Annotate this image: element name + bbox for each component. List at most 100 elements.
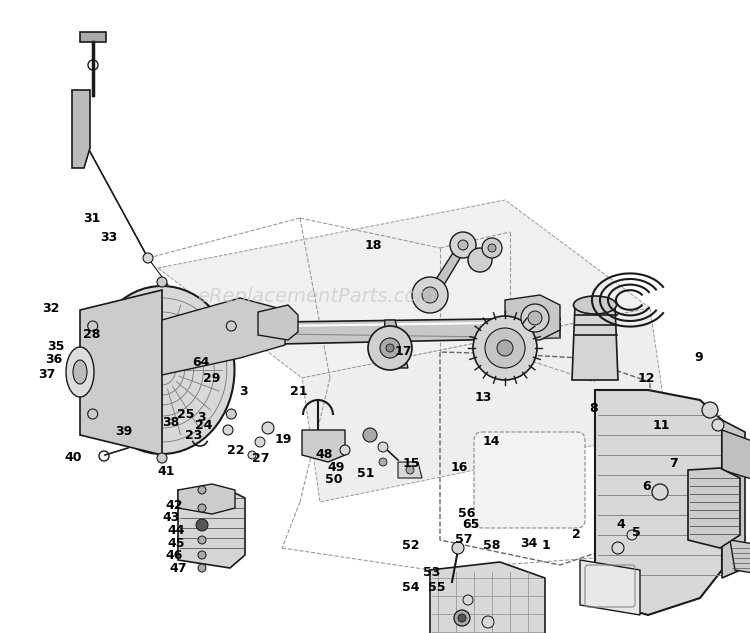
Text: eReplacementParts.com: eReplacementParts.com: [197, 287, 436, 306]
Text: 3: 3: [239, 385, 248, 398]
Text: 53: 53: [422, 567, 440, 579]
Circle shape: [488, 244, 496, 252]
Text: 56: 56: [458, 508, 476, 520]
Circle shape: [485, 328, 525, 368]
Text: 14: 14: [482, 436, 500, 448]
Circle shape: [379, 458, 387, 466]
Circle shape: [88, 321, 98, 331]
Text: 54: 54: [402, 581, 420, 594]
Text: 64: 64: [192, 356, 210, 368]
Text: 45: 45: [167, 537, 185, 549]
Text: 40: 40: [64, 451, 82, 463]
Circle shape: [378, 442, 388, 452]
Polygon shape: [580, 560, 640, 615]
Polygon shape: [80, 32, 106, 42]
Polygon shape: [505, 295, 560, 340]
Text: 34: 34: [520, 537, 538, 549]
Circle shape: [198, 551, 206, 559]
Ellipse shape: [574, 296, 616, 314]
Text: 7: 7: [669, 457, 678, 470]
Text: 31: 31: [82, 212, 100, 225]
Text: 5: 5: [632, 527, 640, 539]
Text: 27: 27: [252, 453, 270, 465]
Text: 41: 41: [158, 465, 176, 478]
Text: 57: 57: [454, 533, 472, 546]
Text: 52: 52: [402, 539, 420, 552]
Circle shape: [450, 232, 476, 258]
Circle shape: [612, 542, 624, 554]
Circle shape: [223, 425, 233, 435]
Polygon shape: [730, 540, 750, 575]
Circle shape: [497, 340, 513, 356]
Ellipse shape: [66, 347, 94, 397]
Polygon shape: [424, 245, 468, 298]
Text: 48: 48: [315, 448, 333, 461]
Text: 43: 43: [162, 511, 180, 524]
Text: 25: 25: [177, 408, 195, 421]
Text: 15: 15: [402, 457, 420, 470]
Circle shape: [368, 326, 412, 370]
Polygon shape: [178, 484, 235, 514]
Text: 35: 35: [47, 341, 65, 353]
Text: 9: 9: [694, 351, 703, 364]
Text: 33: 33: [100, 231, 117, 244]
Text: 2: 2: [572, 529, 580, 541]
Text: 6: 6: [642, 480, 651, 492]
Circle shape: [157, 453, 167, 463]
Text: 22: 22: [227, 444, 245, 457]
Circle shape: [226, 409, 236, 419]
Text: 58: 58: [482, 539, 500, 552]
Polygon shape: [80, 290, 162, 455]
Circle shape: [248, 451, 256, 459]
Circle shape: [262, 422, 274, 434]
Polygon shape: [158, 200, 650, 378]
Circle shape: [255, 437, 265, 447]
Text: 37: 37: [38, 368, 56, 381]
Text: 19: 19: [274, 434, 292, 446]
Polygon shape: [572, 305, 618, 380]
Circle shape: [454, 610, 470, 626]
Text: 23: 23: [184, 429, 202, 442]
Text: 13: 13: [475, 391, 493, 404]
Circle shape: [198, 536, 206, 544]
Polygon shape: [430, 562, 545, 633]
Text: 18: 18: [364, 239, 382, 252]
Polygon shape: [162, 298, 285, 375]
Polygon shape: [72, 90, 90, 168]
Circle shape: [473, 316, 537, 380]
Circle shape: [482, 616, 494, 628]
Polygon shape: [398, 462, 422, 478]
Text: 12: 12: [638, 372, 656, 385]
Circle shape: [702, 402, 718, 418]
Text: 42: 42: [165, 499, 183, 511]
Circle shape: [463, 595, 473, 605]
Circle shape: [157, 277, 167, 287]
Circle shape: [627, 530, 637, 540]
FancyBboxPatch shape: [474, 432, 585, 528]
Polygon shape: [382, 320, 408, 368]
Circle shape: [198, 486, 206, 494]
Text: 55: 55: [427, 581, 445, 594]
Circle shape: [652, 484, 668, 500]
Circle shape: [458, 614, 466, 622]
Text: 17: 17: [394, 345, 412, 358]
Circle shape: [482, 238, 502, 258]
Polygon shape: [722, 420, 745, 578]
Text: 65: 65: [462, 518, 480, 530]
Circle shape: [340, 445, 350, 455]
Text: 11: 11: [652, 419, 670, 432]
Polygon shape: [178, 488, 245, 568]
Polygon shape: [595, 390, 722, 615]
Text: 1: 1: [542, 539, 550, 552]
Circle shape: [196, 519, 208, 531]
Text: 50: 50: [325, 473, 343, 486]
Ellipse shape: [89, 286, 235, 454]
Text: 29: 29: [202, 372, 220, 385]
Circle shape: [198, 564, 206, 572]
Circle shape: [422, 287, 438, 303]
Text: 36: 36: [45, 353, 62, 366]
Circle shape: [363, 428, 377, 442]
Ellipse shape: [73, 360, 87, 384]
Polygon shape: [722, 430, 750, 480]
Circle shape: [406, 466, 414, 474]
